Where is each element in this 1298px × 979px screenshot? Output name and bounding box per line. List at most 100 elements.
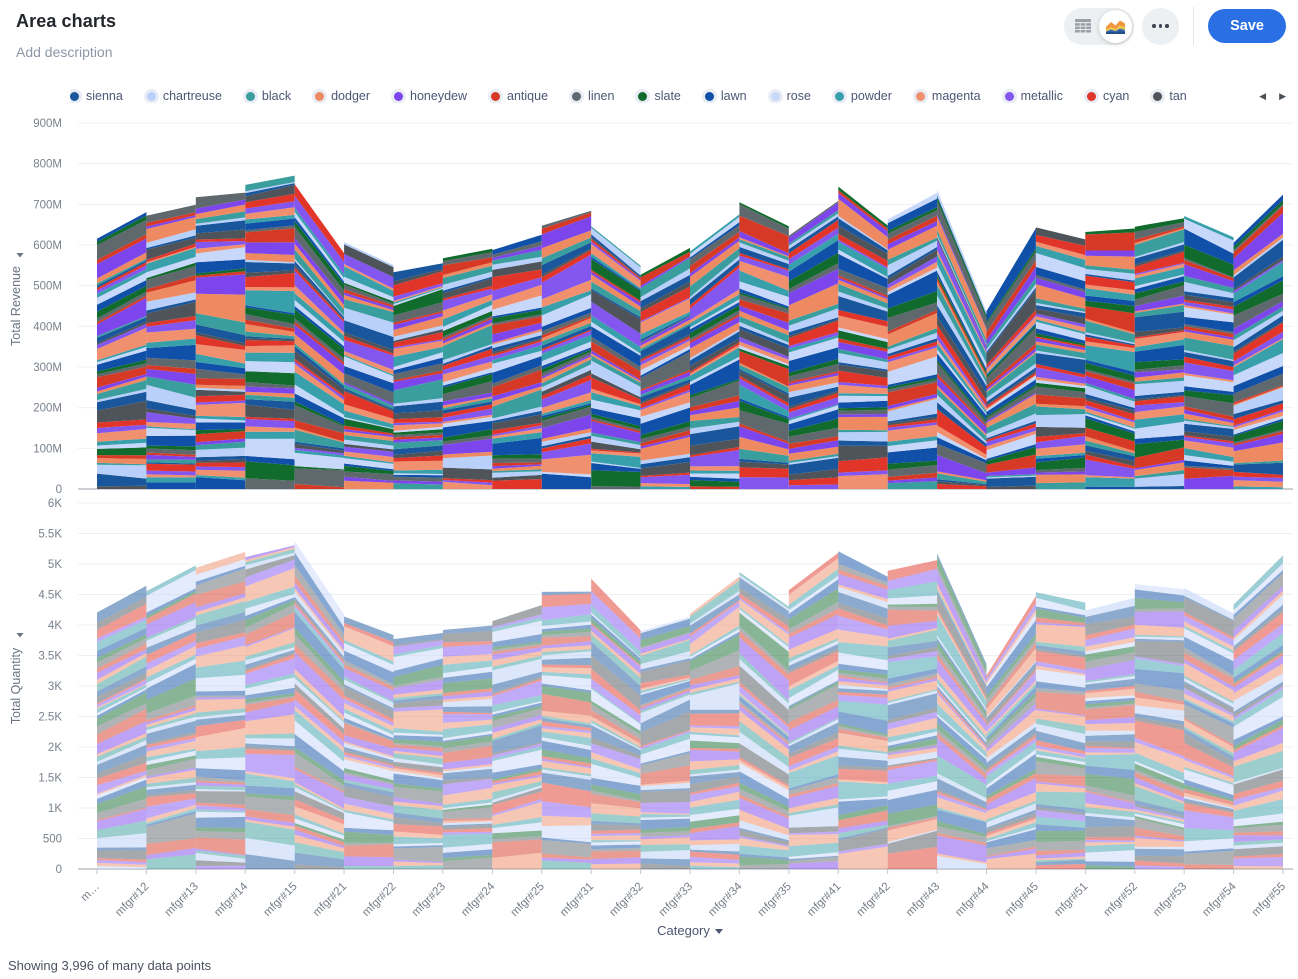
legend-dot xyxy=(1004,91,1014,101)
legend-item-label: magenta xyxy=(931,89,981,103)
legend-dot xyxy=(834,91,844,101)
legend-item-sienna[interactable]: sienna xyxy=(70,89,123,103)
legend-item-magenta[interactable]: magenta xyxy=(915,89,981,103)
x-tick-label: mfgr#52 xyxy=(1102,881,1140,919)
x-tick-label: mfgr#24 xyxy=(459,880,498,919)
table-view-button[interactable] xyxy=(1066,10,1099,43)
chart-view-button[interactable] xyxy=(1099,9,1133,43)
legend-dot xyxy=(915,91,925,101)
x-axis-labels: m… mfgr#12 mfgr#13 mfgr#14 mfgr#15 mfgr#21 mfg… xyxy=(79,869,1288,919)
y-tick-label: 3K xyxy=(48,681,62,693)
legend-item-label: dodger xyxy=(331,89,371,103)
ellipsis-icon xyxy=(1158,24,1163,28)
y-tick-label: 3.5K xyxy=(38,651,62,663)
y-tick-label: 500M xyxy=(33,281,62,293)
legend-item-powder[interactable]: powder xyxy=(834,89,892,103)
y-tick-label: 500 xyxy=(43,834,62,846)
legend-item-label: sienna xyxy=(86,89,123,103)
x-tick-label: mfgr#35 xyxy=(756,881,794,919)
x-tick-label: mfgr#43 xyxy=(904,881,942,919)
y-tick-label: 900M xyxy=(33,118,62,130)
x-tick-label: mfgr#32 xyxy=(607,881,645,919)
table-icon xyxy=(1074,19,1091,33)
data-points-note: Showing 3,996 of many data points xyxy=(8,958,212,973)
x-tick-label: m… xyxy=(79,881,102,904)
x-tick-label: mfgr#22 xyxy=(360,881,398,919)
charts-canvas: 0 100M 200M 300M 400M 500M 600M 700M 800M 900M 0 50… xyxy=(9,118,1293,919)
x-tick-label: mfgr#53 xyxy=(1151,881,1189,919)
x-tick-label: mfgr#12 xyxy=(113,881,151,919)
legend-pager: ◀ ▶ xyxy=(1257,90,1288,103)
legend-item-label: rose xyxy=(786,89,811,103)
y-tick-label: 5K xyxy=(48,559,62,571)
y-tick-label: 400M xyxy=(33,321,62,333)
legend-item-label: black xyxy=(261,89,292,103)
legend-dot xyxy=(70,91,79,101)
description-placeholder[interactable]: Add description xyxy=(16,44,113,60)
revenue-area-chart[interactable] xyxy=(97,175,1283,489)
legend-dot xyxy=(1086,91,1096,101)
legend-dot xyxy=(1153,91,1163,101)
legend-item-chartreuse[interactable]: chartreuse xyxy=(146,89,222,103)
legend-dot xyxy=(491,91,501,101)
legend-item-metallic[interactable]: metallic xyxy=(1004,89,1063,103)
x-tick-label: mfgr#42 xyxy=(855,881,893,919)
x-tick-label: mfgr#21 xyxy=(311,881,349,919)
sort-arrow-icon xyxy=(16,253,24,258)
legend-item-slate[interactable]: slate xyxy=(638,89,681,103)
legend-dot xyxy=(394,91,404,101)
x-axis-title-label: Category xyxy=(657,923,710,938)
header-controls: Save xyxy=(1064,7,1286,45)
y-tick-label: 2K xyxy=(48,742,62,754)
legend-prev-button[interactable]: ◀ xyxy=(1259,91,1267,101)
legend-item-tan[interactable]: tan xyxy=(1153,89,1187,103)
y-axis-title-quantity[interactable]: Total Quantity xyxy=(9,647,23,724)
y-tick-label: 600M xyxy=(33,240,62,252)
area-chart-icon xyxy=(1106,20,1126,34)
legend-item-honeydew[interactable]: honeydew xyxy=(394,89,467,103)
legend-item-black[interactable]: black xyxy=(245,89,292,103)
legend-item-label: powder xyxy=(850,89,892,103)
view-toggle xyxy=(1064,7,1135,45)
y-tick-label: 0 xyxy=(56,484,62,496)
y-axis-title-revenue[interactable]: Total Revenue xyxy=(9,266,23,346)
y-tick-label: 200M xyxy=(33,403,62,415)
x-tick-label: mfgr#33 xyxy=(657,881,695,919)
legend-item-label: tan xyxy=(1169,89,1187,103)
y-tick-label: 1.5K xyxy=(38,773,62,785)
x-tick-label: mfgr#45 xyxy=(1003,881,1041,919)
x-axis-title[interactable]: Category xyxy=(97,923,1283,938)
legend-item-label: antique xyxy=(507,89,549,103)
legend-item-cyan[interactable]: cyan xyxy=(1086,89,1130,103)
legend-dot xyxy=(770,91,780,101)
legend-item-linen[interactable]: linen xyxy=(572,89,614,103)
legend-item-label: cyan xyxy=(1102,89,1130,103)
x-tick-label: mfgr#23 xyxy=(410,881,448,919)
ellipsis-icon xyxy=(1165,24,1169,28)
y-tick-label: 800M xyxy=(33,159,62,171)
legend-dot xyxy=(704,91,714,101)
y-tick-label: 4.5K xyxy=(38,590,62,602)
y-tick-label: 6K xyxy=(48,498,62,510)
legend-item-antique[interactable]: antique xyxy=(491,89,548,103)
x-tick-label: mfgr#13 xyxy=(163,881,201,919)
legend-item-dodger[interactable]: dodger xyxy=(315,89,370,103)
x-tick-label: mfgr#41 xyxy=(805,881,843,919)
x-tick-label: mfgr#51 xyxy=(1052,881,1090,919)
x-tick-label: mfgr#25 xyxy=(509,881,547,919)
y-tick-label: 1K xyxy=(48,803,62,815)
save-button[interactable]: Save xyxy=(1208,9,1286,43)
x-tick-label: mfgr#34 xyxy=(706,880,745,919)
legend-item-label: linen xyxy=(588,89,615,103)
legend-item-label: metallic xyxy=(1020,89,1063,103)
legend-dot xyxy=(572,91,582,101)
legend-dot xyxy=(638,91,648,101)
legend-next-button[interactable]: ▶ xyxy=(1279,91,1286,101)
ellipsis-icon xyxy=(1152,24,1156,28)
legend-item-label: slate xyxy=(654,89,681,103)
legend-item-rose[interactable]: rose xyxy=(770,89,811,103)
x-tick-label: mfgr#15 xyxy=(262,881,300,919)
more-options-button[interactable] xyxy=(1142,7,1180,45)
legend-item-lawn[interactable]: lawn xyxy=(704,89,747,103)
quantity-area-chart[interactable] xyxy=(97,541,1283,869)
